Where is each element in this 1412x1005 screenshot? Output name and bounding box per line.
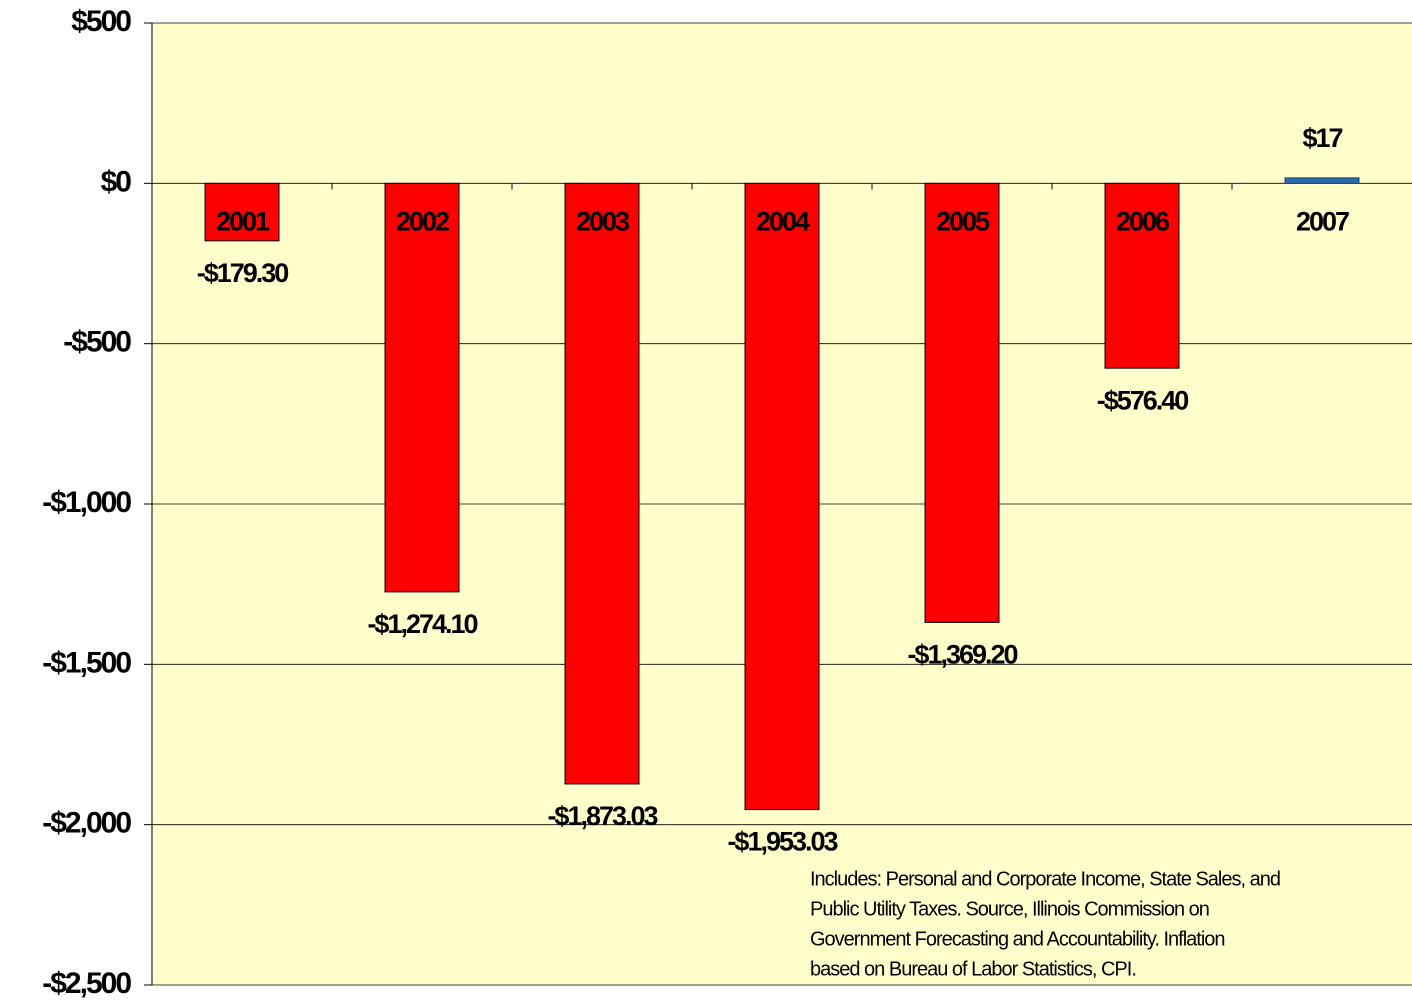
y-tick-label: -$500	[63, 326, 131, 359]
x-tick-label: 2004	[756, 206, 810, 236]
y-tick-label: $0	[101, 165, 132, 198]
annotation-line: Government Forecasting and Accountabilit…	[810, 928, 1225, 950]
value-label: -$576.40	[1097, 385, 1189, 415]
value-label: -$179.30	[197, 258, 289, 288]
y-tick-label: $500	[71, 5, 131, 38]
x-tick-label: 2003	[576, 206, 630, 236]
y-tick-label: -$2,000	[42, 807, 131, 840]
y-tick-label: -$1,000	[42, 486, 131, 519]
bar	[744, 182, 820, 811]
value-label: $17	[1302, 123, 1342, 153]
x-tick-label: 2001	[216, 206, 270, 236]
annotation-line: Public Utility Taxes. Source, Illinois C…	[810, 898, 1209, 920]
bar	[1104, 182, 1180, 369]
value-label: -$1,873.03	[547, 801, 658, 831]
bar	[564, 182, 640, 785]
y-tick-label: -$2,500	[42, 967, 131, 1000]
bar	[204, 182, 280, 242]
bar	[1284, 177, 1360, 184]
bar	[384, 182, 460, 593]
annotation-line: Includes: Personal and Corporate Income,…	[810, 868, 1280, 890]
value-label: -$1,953.03	[727, 827, 838, 857]
value-label: -$1,274.10	[367, 609, 477, 639]
x-tick-label: 2002	[396, 206, 449, 236]
bar	[924, 182, 1000, 623]
annotation-line: based on Bureau of Labor Statistics, CPI…	[810, 958, 1136, 980]
value-label: -$1,369.20	[907, 640, 1017, 670]
x-tick-label: 2005	[936, 206, 990, 236]
x-tick-label: 2006	[1116, 206, 1170, 236]
y-tick-label: -$1,500	[42, 646, 131, 679]
x-tick-label: 2007	[1296, 206, 1349, 236]
